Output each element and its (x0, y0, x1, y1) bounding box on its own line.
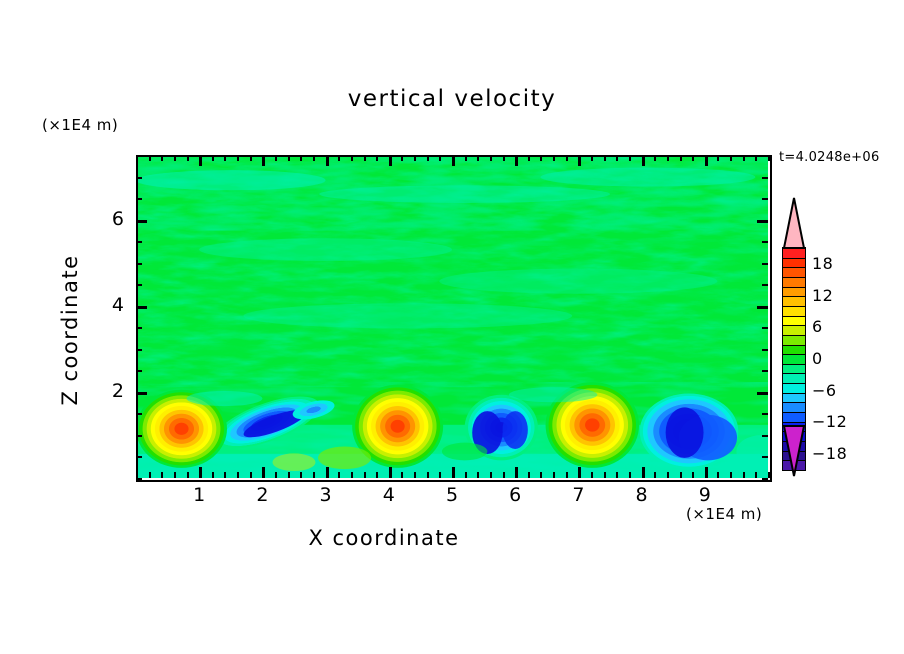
downdraft-wisp-1 (292, 400, 335, 420)
updraft-plume-2 (352, 384, 444, 468)
x-tick-label: 7 (572, 484, 585, 506)
x-tick-label: 2 (256, 484, 269, 506)
x-tick-label: 9 (698, 484, 711, 506)
colorbar-segment (783, 460, 805, 471)
y-tick-label: 6 (111, 207, 124, 230)
tick-mark (768, 472, 770, 478)
colorbar-tick-label: 0 (812, 349, 823, 368)
time-annotation: t=4.0248e+06 (779, 150, 880, 165)
updraft-plume-1 (136, 389, 228, 468)
colorbar-tick-label: −6 (812, 380, 837, 400)
colorbar-tick-label: 18 (812, 253, 834, 273)
updraft-plume-3 (545, 382, 640, 468)
x-tick-label: 1 (193, 484, 206, 506)
x-tick-label: 6 (509, 484, 522, 506)
colorbar-tick-label: −18 (812, 444, 848, 464)
colorbar-tick-label: 12 (812, 285, 834, 305)
y-axis-unit-label: (×1E4 m) (42, 116, 119, 134)
tick-mark (768, 155, 770, 161)
y-tick-label: 4 (111, 293, 124, 316)
x-tick-label: 8 (635, 484, 648, 506)
lower-convective-layer (136, 382, 768, 478)
x-tick-label: 3 (319, 484, 332, 506)
x-axis-title: X coordinate (308, 526, 460, 550)
downdraft-streak-1 (214, 396, 320, 449)
x-tick-label: 4 (382, 484, 395, 506)
chart-title: vertical velocity (347, 86, 557, 112)
colorbar-tick-label: −12 (812, 412, 848, 432)
tick-mark (136, 478, 142, 480)
y-axis-title: Z coordinate (58, 254, 82, 406)
colorbar-over-cap (782, 197, 806, 249)
contour-plot-area (136, 155, 768, 478)
colorbar[interactable] (783, 248, 805, 471)
colorbar-tick-label: 6 (812, 317, 823, 337)
y-tick-label: 2 (111, 379, 124, 402)
x-axis-unit-label: (×1E4 m) (686, 505, 763, 523)
tick-mark (762, 478, 768, 480)
contour-field (136, 155, 768, 478)
turbulent-upper-layer (136, 155, 768, 408)
x-tick-label: 5 (445, 484, 459, 506)
